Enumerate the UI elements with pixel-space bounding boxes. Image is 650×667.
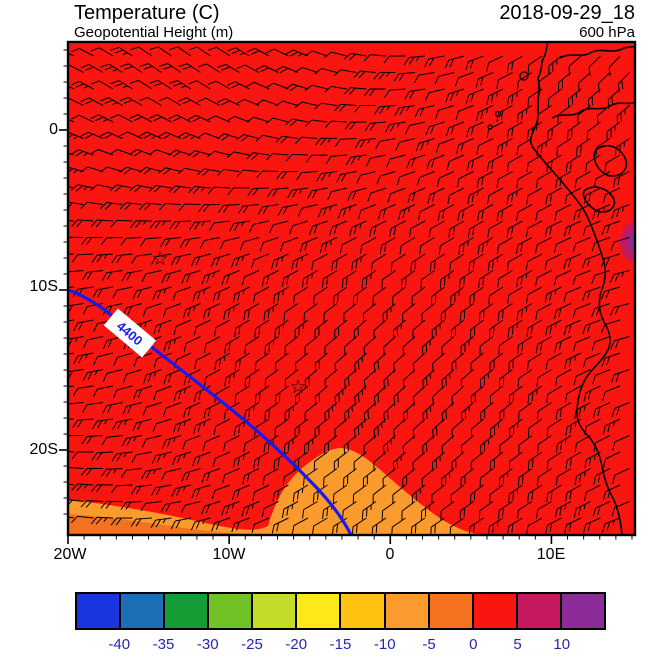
colorbar-cell (165, 594, 210, 628)
island-principe (494, 110, 502, 118)
colorbar-cell (429, 594, 474, 628)
colorbar-cell (253, 594, 298, 628)
header-right: 2018-09-29_18 600 hPa (499, 2, 635, 41)
contour-label-box (103, 308, 157, 358)
y-axis-label-0: 0 (49, 121, 58, 138)
colorbar-tick-label: -15 (329, 636, 352, 653)
colorbar-tick-label: 10 (553, 636, 571, 653)
island-bioko (519, 71, 529, 81)
x-axis-label-10e: 10E (536, 546, 566, 563)
colorbar-cell (517, 594, 562, 628)
x-axis-label-20w: 20W (53, 546, 87, 563)
coastline-layer (487, 42, 635, 535)
inland-border-top (559, 45, 635, 59)
temperature-fill-crimson-rim (620, 221, 635, 263)
island-sao-tome (487, 124, 493, 130)
lake-outline-1 (593, 144, 628, 177)
colorbar-tick-label: -5 (422, 636, 436, 653)
header-left: Temperature (C) Geopotential Height (m) (74, 2, 233, 41)
colorbar (75, 592, 606, 630)
colorbar-cell (77, 594, 122, 628)
colorbar-tick-label: -20 (285, 636, 308, 653)
temperature-fill-purple (628, 228, 635, 256)
africa-coastline (529, 42, 623, 535)
map-subtitle: Geopotential Height (m) (74, 24, 234, 41)
colorbar-tick-label: -25 (241, 636, 263, 653)
star-marker-icon: ☆ (151, 249, 168, 270)
y-axis-label-10s: 10S (29, 278, 58, 295)
inland-border-north (551, 101, 635, 119)
map-border (66, 40, 637, 537)
map-fill-layer: 4400 ☆ ☆ (68, 42, 635, 535)
map-title: Temperature (C) (74, 2, 220, 24)
pressure-level-label: 600 hPa (579, 24, 635, 41)
colorbar-labels: -40 -35 -30 -25 -20 -15 -10 -5 0 5 10 (75, 636, 606, 656)
temperature-fill-orange (68, 448, 483, 535)
colorbar-tick-label: 5 (513, 636, 522, 653)
colorbar-cell (121, 594, 166, 628)
datetime-label: 2018-09-29_18 (499, 2, 635, 24)
colorbar-cell (341, 594, 386, 628)
colorbar-cell (209, 594, 254, 628)
x-axis-label-0: 0 (385, 546, 395, 563)
x-axis-label-10w: 10W (212, 546, 246, 563)
star-marker-icon: ☆ (289, 377, 306, 398)
colorbar-tick-label: 0 (469, 636, 478, 653)
colorbar-tick-label: -10 (373, 636, 396, 653)
colorbar-cell (297, 594, 342, 628)
colorbar-tick-label: -40 (108, 636, 131, 653)
y-axis-label-20s: 20S (29, 441, 58, 458)
colorbar-cell (385, 594, 430, 628)
colorbar-cell (473, 594, 518, 628)
lake-outline-2 (582, 186, 616, 213)
colorbar-tick-label: -35 (152, 636, 175, 653)
colorbar-tick-label: -30 (196, 636, 219, 653)
wind-barbs-layer (68, 46, 630, 535)
colorbar-cell (561, 594, 604, 628)
axis-ticks (59, 49, 633, 544)
